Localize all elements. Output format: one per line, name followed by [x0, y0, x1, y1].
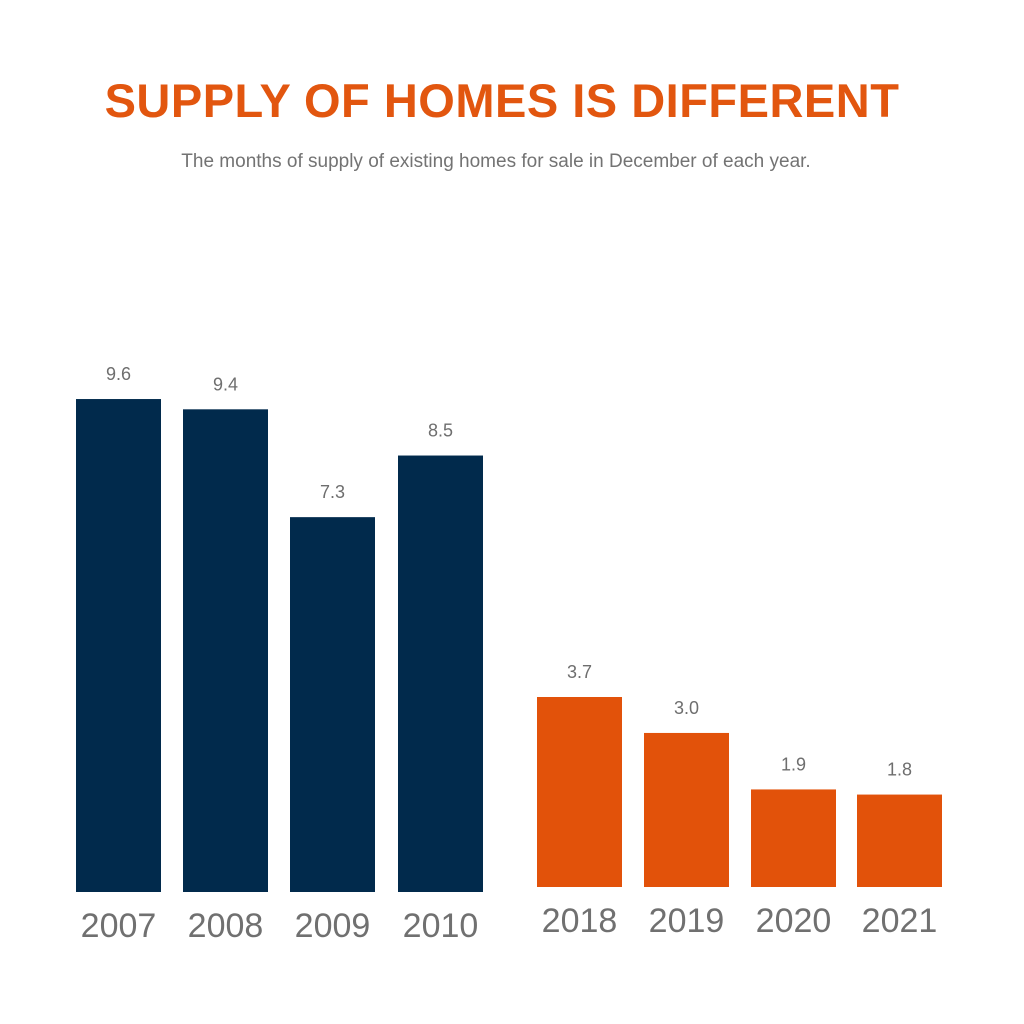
- bar-2019: [644, 732, 729, 887]
- category-label-2020: 2020: [756, 902, 832, 940]
- category-label-2008: 2008: [188, 907, 264, 945]
- category-label-2009: 2009: [295, 907, 371, 945]
- bar-2020: [751, 789, 836, 887]
- category-label-2021: 2021: [862, 902, 938, 940]
- bar-2021: [857, 794, 942, 887]
- value-label-2020: 1.9: [781, 754, 806, 774]
- value-label-2007: 9.6: [106, 364, 131, 384]
- bar-2018: [537, 697, 622, 887]
- category-label-2010: 2010: [403, 907, 479, 945]
- value-label-2018: 3.7: [567, 662, 592, 682]
- chart-title: SUPPLY OF HOMES IS DIFFERENT: [104, 74, 900, 127]
- value-label-2010: 8.5: [428, 421, 453, 441]
- value-label-2008: 9.4: [213, 374, 238, 394]
- value-label-2019: 3.0: [674, 698, 699, 718]
- category-label-2007: 2007: [81, 907, 157, 945]
- bar-2010: [398, 455, 483, 892]
- value-label-2021: 1.8: [887, 760, 912, 780]
- bar-2007: [76, 399, 161, 892]
- value-label-2009: 7.3: [320, 482, 345, 502]
- category-label-2019: 2019: [649, 902, 725, 940]
- bar-2009: [290, 517, 375, 892]
- bar-2008: [183, 409, 268, 892]
- chart-subtitle: The months of supply of existing homes f…: [181, 151, 811, 172]
- category-label-2018: 2018: [542, 902, 618, 940]
